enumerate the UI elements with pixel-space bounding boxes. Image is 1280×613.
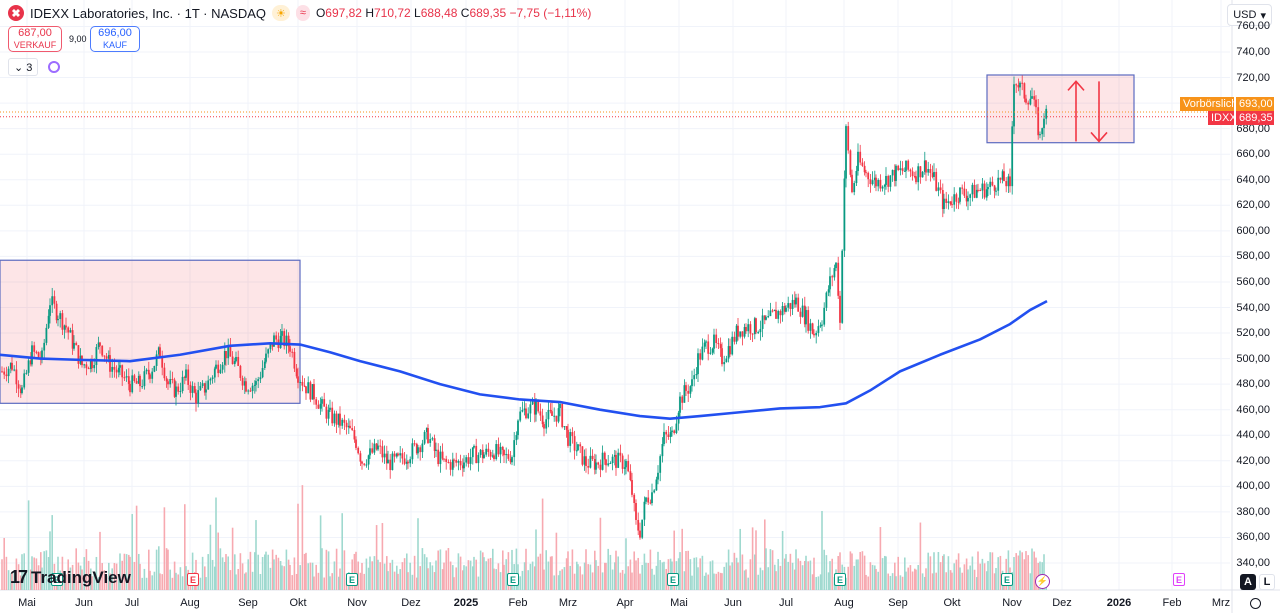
price-tick: 380,00: [1236, 505, 1270, 518]
time-tick: Mai: [18, 597, 36, 609]
price-tick: 540,00: [1236, 301, 1270, 314]
earnings-event-icon[interactable]: E: [667, 573, 679, 586]
last-price-label: 689,35: [1236, 111, 1274, 125]
buy-label: KAUF: [102, 40, 127, 50]
currency-label: USD: [1233, 9, 1257, 21]
time-tick: Dez: [1052, 597, 1072, 609]
tradingview-mark-icon: 17: [10, 567, 28, 587]
earnings-event-icon[interactable]: E: [507, 573, 519, 586]
tradingview-name: TradingView: [31, 567, 131, 587]
price-tick: 600,00: [1236, 224, 1270, 237]
symbol-header: ✖ IDEXX Laboratories, Inc. · 1T · NASDAQ…: [8, 5, 591, 21]
indicator-row: ⌄ 3: [8, 58, 61, 76]
price-tick: 740,00: [1236, 46, 1270, 58]
price-tick: 340,00: [1236, 557, 1270, 569]
data-status-icon[interactable]: ≈: [295, 5, 310, 21]
time-tick: Apr: [616, 597, 634, 609]
high-value: 710,72: [374, 6, 411, 20]
time-tick: Sep: [238, 597, 258, 609]
market-session-icon[interactable]: ☀: [272, 5, 290, 21]
time-tick: Jul: [778, 597, 794, 609]
tradingview-logo[interactable]: 17 TradingView: [10, 567, 131, 588]
price-tick: 360,00: [1236, 531, 1270, 544]
ohlc-values: O697,82 H710,72 L688,48 C689,35 −7,75 (−…: [316, 6, 591, 20]
price-tick: 640,00: [1236, 173, 1270, 186]
price-tick: 580,00: [1236, 250, 1270, 263]
price-tick: 560,00: [1236, 275, 1270, 288]
high-label: H: [365, 6, 374, 20]
earnings-event-icon[interactable]: E: [834, 573, 846, 586]
dividend-event-icon[interactable]: ⚡: [1035, 574, 1050, 589]
log-scale-button[interactable]: L: [1259, 574, 1275, 590]
time-tick: Okt: [943, 597, 961, 609]
close-value: 689,35: [469, 6, 507, 20]
price-tick: 660,00: [1236, 148, 1270, 161]
price-tick: 520,00: [1236, 327, 1270, 340]
time-tick: Jun: [724, 597, 742, 609]
loading-indicator-icon: [48, 61, 61, 73]
sell-label: VERKAUF: [13, 40, 57, 50]
open-label: O: [315, 6, 326, 20]
buy-price: 696,00: [98, 27, 132, 39]
settings-icon[interactable]: [1250, 598, 1261, 609]
low-value: 688,48: [420, 6, 458, 20]
time-tick: Aug: [834, 597, 854, 609]
earnings-event-icon[interactable]: E: [51, 573, 63, 586]
time-tick: Mai: [670, 597, 688, 609]
chevron-down-icon: ▾: [1260, 9, 1266, 22]
price-tick: 680,00: [1236, 122, 1270, 135]
time-tick: Mrz: [1211, 597, 1231, 609]
last-symbol-label: IDXX: [1208, 111, 1237, 125]
symbol-title[interactable]: IDEXX Laboratories, Inc. · 1T · NASDAQ: [30, 5, 267, 21]
earnings-event-icon[interactable]: E: [187, 573, 199, 586]
indicators-collapse-button[interactable]: ⌄ 3: [8, 58, 39, 76]
open-value: 697,82: [325, 6, 362, 20]
premarket-price: 693,00: [1236, 97, 1274, 111]
price-tick: 440,00: [1236, 429, 1270, 442]
time-tick: Mrz: [558, 597, 578, 609]
earnings-event-icon[interactable]: E: [1173, 573, 1185, 586]
close-label: C: [460, 6, 470, 20]
time-tick: 2025: [453, 597, 479, 609]
price-tick: 720,00: [1236, 71, 1270, 84]
price-tick: 460,00: [1236, 403, 1270, 416]
spread-value: 9,00: [69, 34, 87, 44]
time-tick: Jun: [75, 597, 93, 609]
time-tick: Feb: [1162, 597, 1182, 609]
price-tick: 620,00: [1236, 199, 1270, 212]
price-tick: 760,00: [1236, 20, 1270, 33]
time-tick: Dez: [401, 597, 421, 609]
premarket-label: Vorbörslich: [1180, 97, 1237, 111]
price-tick: 480,00: [1236, 378, 1270, 391]
low-label: L: [414, 6, 421, 20]
earnings-event-icon[interactable]: E: [346, 573, 358, 586]
time-tick: Sep: [888, 597, 908, 609]
change-value: −7,75 (−1,11%): [509, 6, 592, 20]
time-tick: Nov: [1002, 597, 1022, 609]
time-tick: Jul: [124, 597, 140, 609]
time-tick: Feb: [508, 597, 528, 609]
sell-price: 687,00: [18, 27, 52, 39]
price-tick: 420,00: [1236, 454, 1270, 467]
sell-button[interactable]: 687,00 VERKAUF: [8, 26, 62, 52]
time-tick: Nov: [347, 597, 367, 609]
earnings-event-icon[interactable]: E: [1001, 573, 1013, 586]
currency-selector[interactable]: USD ▾: [1227, 4, 1272, 26]
time-tick: Aug: [180, 597, 200, 609]
time-tick: 2026: [1106, 597, 1132, 609]
price-tick: 500,00: [1236, 352, 1270, 365]
price-tick: 400,00: [1236, 480, 1270, 493]
symbol-logo-icon: ✖: [8, 5, 24, 21]
buy-button[interactable]: 696,00 KAUF: [90, 26, 140, 52]
auto-scale-button[interactable]: A: [1240, 574, 1256, 590]
time-tick: Okt: [289, 597, 307, 609]
